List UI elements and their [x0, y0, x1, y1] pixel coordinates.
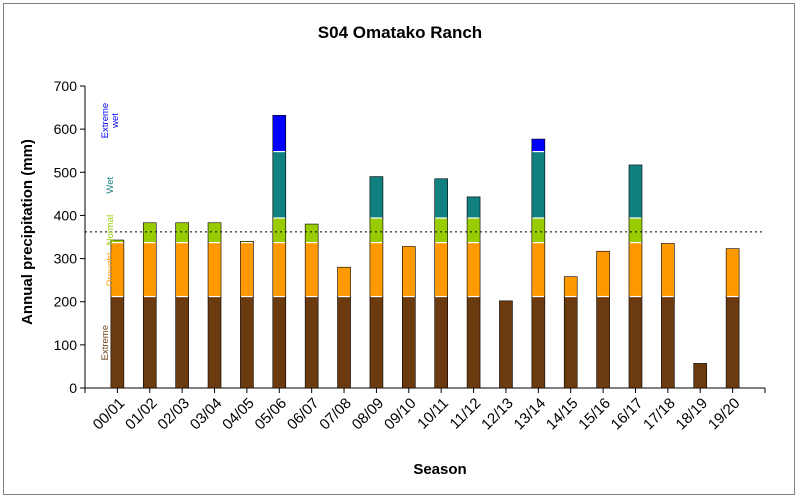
- y-tick-label: 200: [54, 294, 78, 310]
- bar-segment: [628, 164, 643, 219]
- bar-segment: [240, 296, 254, 389]
- bar-segment: [402, 296, 416, 389]
- bar-segment: [466, 196, 481, 219]
- bar-segment: [596, 296, 610, 389]
- x-tick-label: 12/13: [478, 395, 517, 434]
- x-tick-label: 08/09: [349, 395, 388, 434]
- x-tick-label: 09/10: [381, 395, 420, 434]
- x-tick-label: 06/07: [284, 395, 323, 434]
- x-tick-label: 17/18: [640, 395, 679, 434]
- band-label: wet: [110, 113, 121, 129]
- bar-segment: [531, 242, 546, 297]
- x-tick-label: 15/16: [575, 395, 614, 434]
- bar-segment: [466, 242, 481, 297]
- x-tick-label: 01/02: [122, 395, 161, 434]
- band-label: drought: [110, 326, 121, 359]
- bar-segment: [207, 242, 222, 297]
- bar-segment: [466, 217, 481, 243]
- y-tick-label: 500: [54, 164, 78, 180]
- y-tick-label: 300: [54, 251, 78, 267]
- x-tick-label: 16/17: [608, 395, 647, 434]
- bar-segment: [369, 242, 384, 297]
- bar-segment: [272, 296, 287, 389]
- x-axis-label: Season: [413, 461, 466, 478]
- bar-segment: [272, 242, 287, 297]
- y-tick-label: 0: [69, 380, 77, 396]
- bar-segment: [304, 296, 319, 389]
- y-tick-label: 600: [54, 121, 78, 137]
- x-tick-label: 18/19: [672, 395, 711, 434]
- bar-segment: [304, 223, 319, 243]
- y-tick-label: 400: [54, 207, 78, 223]
- bar-segment: [175, 222, 189, 243]
- x-tick-label: 14/15: [543, 395, 582, 434]
- bar-segment: [272, 217, 287, 243]
- bar-segment: [725, 296, 740, 389]
- band-label: Wet: [105, 177, 116, 194]
- bar-segment: [563, 276, 578, 297]
- bar-segment: [563, 296, 578, 389]
- band-label: Extreme: [100, 325, 111, 360]
- x-tick-label: 13/14: [511, 395, 550, 434]
- x-tick-label: 02/03: [154, 395, 193, 434]
- x-tick-label: 05/06: [252, 395, 291, 434]
- bar-segment: [175, 242, 189, 297]
- bar-segment: [304, 242, 319, 297]
- bar-segment: [628, 217, 643, 243]
- chart-title: S04 Omatako Ranch: [318, 23, 482, 42]
- bar-segment: [142, 296, 157, 389]
- bar-segment: [434, 296, 448, 389]
- plot-area: 0 100 200 300 400 500 600 700 00/0101/0202/0303/…: [54, 78, 766, 434]
- bar-segment: [434, 217, 448, 243]
- bar-segment: [661, 296, 675, 389]
- bar-segment: [531, 138, 546, 152]
- bar-segment: [369, 296, 384, 389]
- bar-segment: [531, 296, 546, 389]
- bar-segment: [499, 300, 513, 389]
- x-tick-label: 00/01: [90, 395, 129, 434]
- bar-segment: [725, 248, 740, 297]
- y-tick-label: 100: [54, 337, 78, 353]
- band-label: Normal: [105, 215, 116, 246]
- y-axis-label: Annual precipitation (mm): [19, 139, 36, 325]
- bar-segment: [207, 296, 222, 389]
- bar-segment: [434, 178, 448, 219]
- bar-segment: [466, 296, 481, 389]
- bar-segment: [175, 296, 189, 389]
- bar-segment: [240, 242, 254, 297]
- bar-segment: [434, 242, 448, 297]
- x-tick-label: 19/20: [705, 395, 744, 434]
- x-tick-label: 11/12: [447, 395, 485, 433]
- bar-segment: [142, 242, 157, 297]
- band-label: Drought: [105, 252, 116, 286]
- x-tick-label: 04/05: [219, 395, 258, 434]
- bar-segment: [628, 242, 643, 297]
- bar-segment: [272, 151, 287, 219]
- y-tick-label: 700: [54, 78, 78, 94]
- bar-segment: [369, 176, 384, 219]
- bar-segment: [337, 296, 351, 389]
- band-label: Extreme: [100, 103, 111, 138]
- x-tick-label: 10/11: [414, 395, 452, 433]
- bar-segment: [628, 296, 643, 389]
- bar-segment: [337, 266, 351, 297]
- x-tick-label: 07/08: [316, 395, 355, 434]
- bar-segment: [207, 222, 222, 243]
- bar-segment: [142, 222, 157, 243]
- bar-segment: [693, 363, 708, 389]
- bar-segment: [531, 151, 546, 219]
- bar-segment: [272, 115, 287, 152]
- bar-segment: [402, 246, 416, 297]
- bar-segment: [531, 217, 546, 243]
- bar-segment: [596, 250, 610, 297]
- bar-segment: [661, 243, 675, 297]
- bar-segment: [369, 217, 384, 243]
- x-tick-label: 03/04: [187, 395, 226, 434]
